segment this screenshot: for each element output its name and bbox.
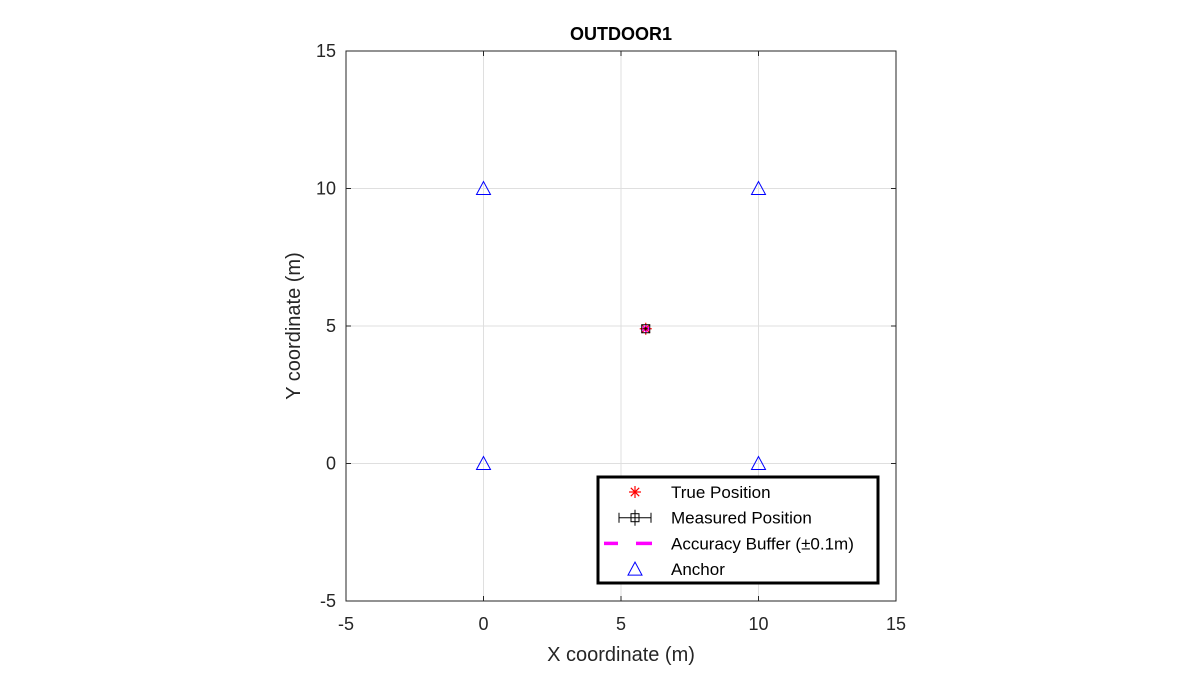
anchor-triangle [627, 561, 643, 576]
anchor-point [475, 180, 492, 195]
legend-label: True Position [671, 483, 771, 502]
measured-position-point [641, 324, 651, 334]
legend-entry: Accuracy Buffer (±0.1m) [604, 534, 854, 553]
anchor-triangle [750, 455, 767, 470]
y-tick-label: 10 [316, 179, 336, 199]
chart-title: OUTDOOR1 [570, 24, 672, 44]
asterisk-stroke [630, 487, 640, 497]
y-tick-labels: -5 0 5 10 15 [316, 41, 336, 611]
measured-square [641, 324, 651, 334]
y-tick-label: 0 [326, 454, 336, 474]
x-tick-label: -5 [338, 614, 354, 634]
y-tick-label: -5 [320, 591, 336, 611]
x-tick-label: 5 [616, 614, 626, 634]
legend-label: Measured Position [671, 509, 812, 528]
y-tick-label: 5 [326, 316, 336, 336]
x-tick-labels: -5 0 5 10 15 [338, 614, 906, 634]
legend-entry: Measured Position [618, 509, 812, 528]
anchor-point [750, 455, 767, 470]
x-tick-label: 0 [478, 614, 488, 634]
accuracy-buffer-circle [642, 325, 650, 333]
legend-marker [629, 486, 641, 498]
x-axis-label: X coordinate (m) [547, 644, 695, 666]
legend-entry: Anchor [627, 560, 725, 579]
y-tick-label: 15 [316, 41, 336, 61]
x-tick-label: 10 [748, 614, 768, 634]
anchor-triangle [750, 180, 767, 195]
y-axis-label: Y coordinate (m) [283, 252, 305, 399]
legend-box [596, 475, 880, 585]
data-marks [475, 180, 767, 470]
legend-label: Accuracy Buffer (±0.1m) [671, 534, 854, 553]
anchor-point [750, 180, 767, 195]
axis-ticks [345, 50, 897, 602]
x-tick-label: 15 [886, 614, 906, 634]
anchor-point [475, 455, 492, 470]
legend-entry: True Position [629, 483, 771, 502]
anchor-triangle [475, 455, 492, 470]
legend: True Position Measured Position Accuracy B… [596, 475, 880, 585]
legend-label: Anchor [671, 560, 725, 579]
legend-marker [627, 561, 643, 576]
anchor-triangle [475, 180, 492, 195]
